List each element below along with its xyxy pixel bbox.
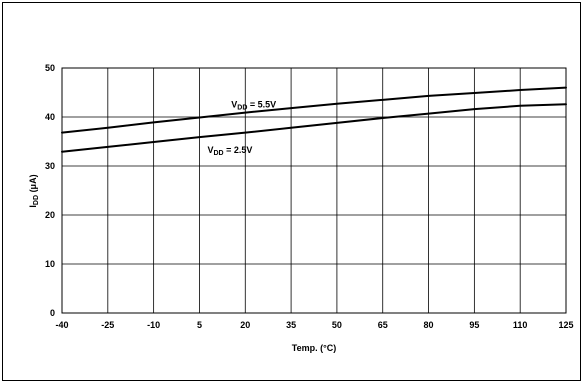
series-label-main: V [207, 145, 213, 155]
x-tick-label: 95 [469, 320, 479, 330]
y-tick-label: 40 [45, 112, 55, 122]
series-label-1: VDD = 2.5V [207, 145, 252, 157]
x-tick-label: -10 [147, 320, 160, 330]
x-tick-label: 80 [424, 320, 434, 330]
plot-area [61, 67, 567, 314]
y-tick-label: 30 [45, 161, 55, 171]
y-axis-title: IDD (μA) [28, 174, 40, 207]
series-label-sub: DD [213, 150, 223, 157]
y-axis-title-unit: (μA) [28, 174, 38, 195]
series-layer [61, 86, 567, 153]
series-label-0: VDD = 5.5V [231, 100, 276, 112]
x-tick-label: 35 [286, 320, 296, 330]
y-tick-label: 50 [45, 63, 55, 73]
series-line-0 [61, 86, 567, 134]
x-tick-label: 125 [558, 320, 573, 330]
series-label-rest: = 5.5V [247, 100, 276, 110]
y-axis-title-sub: DD [33, 195, 40, 205]
x-tick-label: 50 [332, 320, 342, 330]
y-tick-label: 20 [45, 210, 55, 220]
x-tick-label: -40 [55, 320, 68, 330]
figure-frame [2, 2, 581, 381]
x-axis-title: Temp. (°C) [292, 343, 336, 353]
series-label-sub: DD [237, 105, 247, 112]
grid-lines [62, 68, 566, 313]
x-tick-label: 110 [513, 320, 528, 330]
tick-labels: -40 -25 -10 5 20 35 50 65 80 95 110 125 0 10 20 30 40 50 [45, 63, 574, 330]
series-label-rest: = 2.5V [224, 145, 253, 155]
x-tick-label: 65 [378, 320, 388, 330]
x-tick-label: -25 [101, 320, 114, 330]
x-tick-label: 20 [240, 320, 250, 330]
y-tick-label: 10 [45, 259, 55, 269]
x-tick-label: 5 [197, 320, 202, 330]
series-line-1 [61, 103, 567, 153]
y-tick-label: 0 [50, 308, 55, 318]
series-label-main: V [231, 100, 237, 110]
y-axis-title-main: I [28, 205, 38, 208]
